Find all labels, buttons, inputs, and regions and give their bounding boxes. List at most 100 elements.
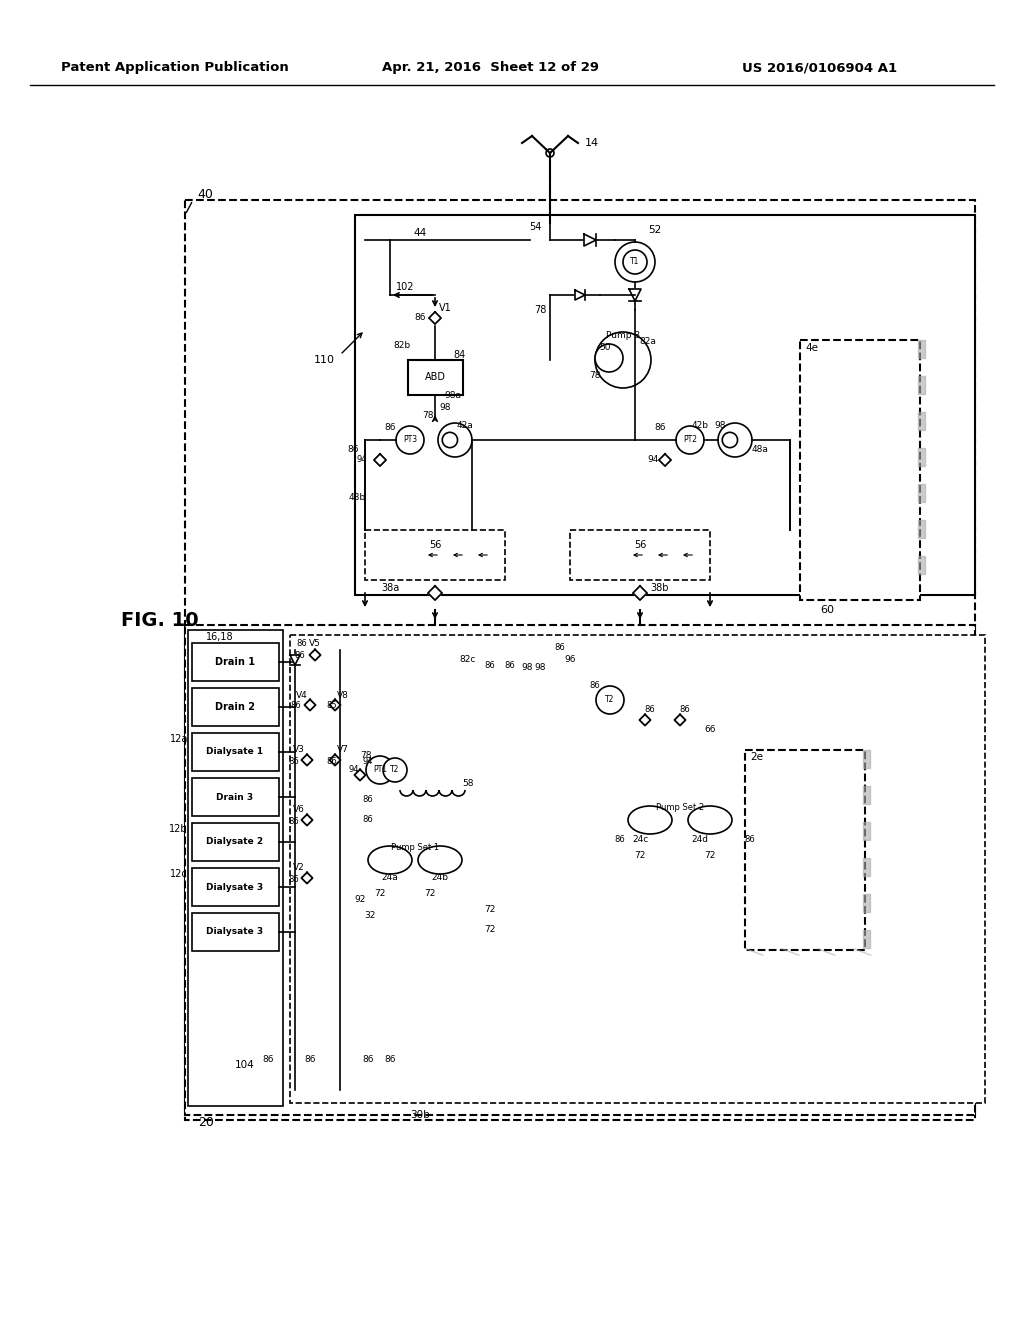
Text: 86: 86 [415,314,426,322]
Text: 86: 86 [484,660,496,669]
Polygon shape [330,755,341,766]
Bar [408,360,463,395]
Text: 12c: 12c [170,869,188,879]
Text: 78: 78 [534,305,546,315]
Text: 24d: 24d [691,836,709,845]
Text: V8: V8 [337,690,349,700]
Text: 84: 84 [454,350,466,360]
Text: Drain 3: Drain 3 [216,792,254,801]
Text: 24a: 24a [382,874,398,883]
Circle shape [396,426,424,454]
Text: 44: 44 [414,228,427,238]
Text: 86: 86 [347,446,358,454]
Text: 86: 86 [362,796,374,804]
Text: 86: 86 [327,756,337,766]
Text: 86: 86 [680,705,690,714]
Text: 86: 86 [295,652,305,660]
Polygon shape [301,873,312,883]
Text: Patent Application Publication: Patent Application Publication [61,62,289,74]
Text: 86: 86 [289,874,299,883]
Text: 48a: 48a [752,446,768,454]
Text: 94: 94 [647,455,658,465]
Polygon shape [374,454,386,466]
Text: 86: 86 [291,701,301,710]
Circle shape [615,242,655,282]
Text: 98a: 98a [444,391,462,400]
Text: 98: 98 [715,421,726,429]
Text: PT3: PT3 [402,436,417,445]
Text: Dialysate 3: Dialysate 3 [207,883,263,891]
Text: 50: 50 [599,343,610,352]
Text: 4e: 4e [805,343,818,352]
Text: 86: 86 [614,836,626,845]
Text: 86: 86 [744,836,756,845]
Bar [365,531,505,579]
Text: Drain 1: Drain 1 [215,657,255,667]
Circle shape [595,333,651,388]
Text: 56: 56 [429,540,441,550]
Circle shape [596,686,624,714]
Text: 72: 72 [634,851,646,861]
Text: 98: 98 [439,404,451,412]
Bar [193,869,279,906]
Text: 42b: 42b [691,421,709,430]
Text: 72: 72 [705,851,716,861]
Text: 30b: 30b [411,1110,430,1119]
Circle shape [676,426,705,454]
Text: 98: 98 [535,664,546,672]
Circle shape [438,422,472,457]
Ellipse shape [688,807,732,834]
Text: 48b: 48b [348,494,366,503]
Text: 12a: 12a [170,734,188,744]
Text: 86: 86 [384,422,395,432]
Circle shape [722,433,737,447]
Text: 86: 86 [645,705,655,714]
Text: V3: V3 [293,746,305,755]
Text: V5: V5 [309,639,321,648]
Text: 104: 104 [236,1060,255,1071]
Bar [185,201,975,1119]
Circle shape [718,422,752,457]
Text: 16,18: 16,18 [206,632,233,642]
Text: PT2: PT2 [683,436,697,445]
Bar [570,531,710,579]
Polygon shape [640,714,650,726]
Text: 92: 92 [354,895,366,904]
Text: 54: 54 [528,222,542,232]
Text: 82c: 82c [460,656,476,664]
Text: Pump 3: Pump 3 [606,330,640,339]
Bar [193,913,279,950]
Ellipse shape [628,807,672,834]
Text: 32: 32 [365,911,376,920]
Polygon shape [659,454,671,466]
Circle shape [383,758,407,781]
Bar [193,643,279,681]
Text: 86: 86 [555,644,565,652]
Polygon shape [309,649,321,660]
Text: 86: 86 [654,422,666,432]
Text: 52: 52 [648,224,662,235]
Text: 86: 86 [384,1056,395,1064]
Text: 42a: 42a [457,421,473,429]
Polygon shape [575,290,585,300]
Text: Dialysate 3: Dialysate 3 [207,928,263,936]
Text: 40: 40 [197,189,213,202]
Text: V4: V4 [296,690,308,700]
Text: 24b: 24b [431,874,449,883]
Bar [193,822,279,861]
Polygon shape [429,312,441,323]
Text: 24c: 24c [632,836,648,845]
Text: 72: 72 [484,925,496,935]
Text: 96: 96 [564,656,575,664]
Ellipse shape [418,846,462,874]
Polygon shape [290,655,300,665]
Text: 82a: 82a [640,338,656,346]
Text: 78: 78 [422,411,434,420]
Polygon shape [301,755,312,766]
Circle shape [546,149,554,157]
Circle shape [366,756,394,784]
Text: US 2016/0106904 A1: US 2016/0106904 A1 [742,62,898,74]
Polygon shape [354,770,366,780]
Text: 12b: 12b [169,824,188,834]
Text: PT1: PT1 [373,766,387,775]
